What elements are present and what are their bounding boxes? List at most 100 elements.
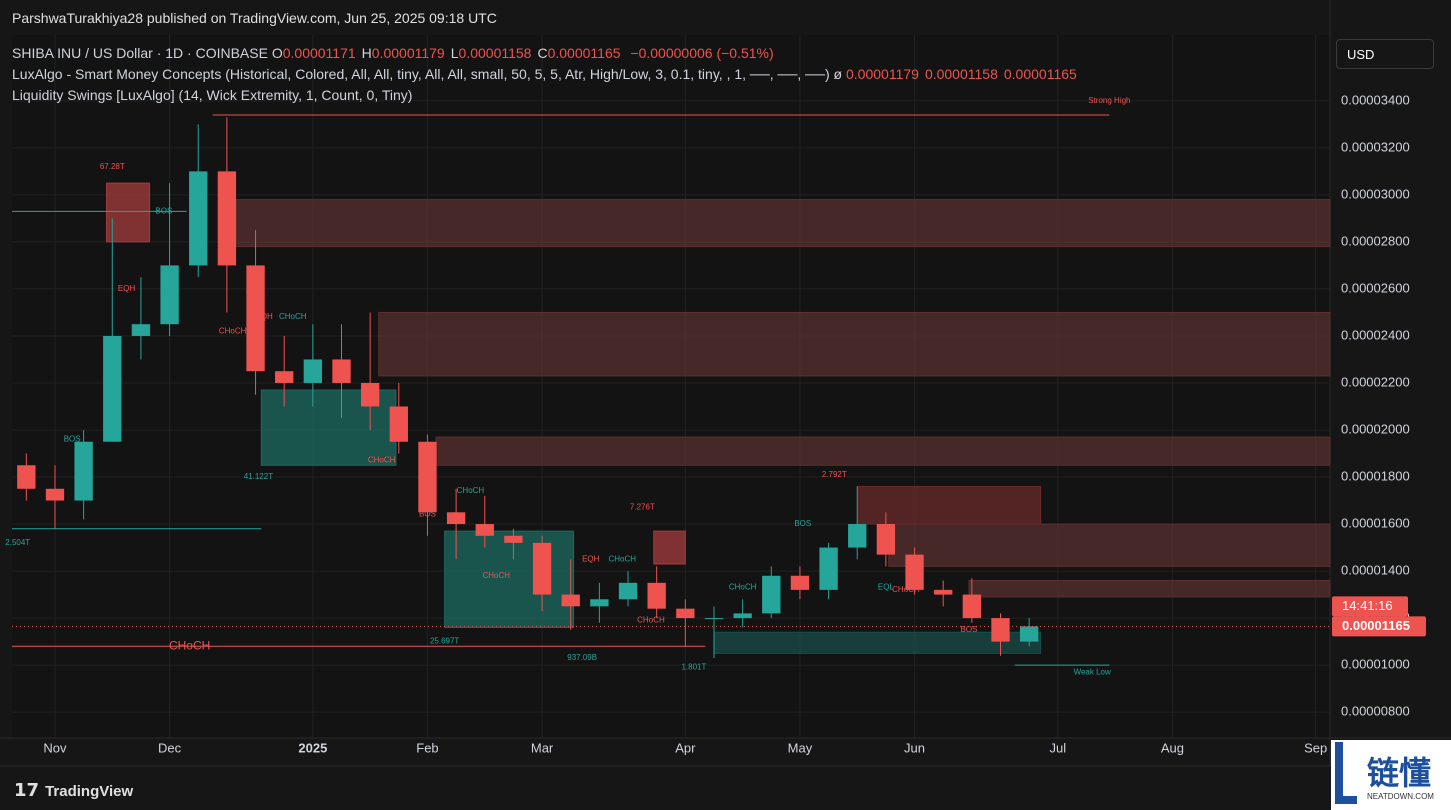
price-label: 0.00001165 [1342, 618, 1410, 633]
candle-body [704, 618, 724, 620]
x-tick-label: May [788, 740, 813, 755]
plot-area [12, 35, 1330, 738]
ohlc-value: 0.00001171 [282, 45, 356, 61]
annotation: CHoCH [457, 486, 485, 495]
candle-body [446, 512, 466, 525]
annotation: 1.801T [681, 663, 706, 672]
ohlc-value: 0.00001158 [458, 45, 532, 61]
watermark: 链懂 NEATDOWN.COM [1331, 740, 1451, 810]
publisher: ParshwaTurakhiya28 published on TradingV… [12, 10, 497, 26]
candle-body [131, 324, 151, 336]
annotation: 937.09B [567, 653, 597, 662]
candle-body [561, 594, 580, 607]
y-tick-label: 0.00003200 [1341, 139, 1410, 154]
logo [1335, 742, 1357, 804]
annotation: CHoCH [279, 312, 307, 321]
y-tick-label: 0.00003400 [1341, 92, 1410, 107]
candle-body [418, 441, 437, 513]
zone [106, 182, 151, 243]
annotation: 41.122T [244, 472, 273, 481]
y-tick-label: 0.00003000 [1341, 186, 1410, 201]
x-tick-label: 2025 [298, 740, 327, 755]
annotation: 67.28T [100, 162, 125, 171]
annotation: CHoCH [219, 326, 247, 335]
annotation: BOS [419, 510, 436, 519]
annotation: EQH [255, 312, 273, 321]
y-tick-label: 0.00000800 [1341, 704, 1410, 719]
y-tick-label: 0.00001800 [1341, 468, 1410, 483]
annotation: CHoCH [609, 554, 637, 563]
currency-button[interactable]: USD [1336, 39, 1434, 69]
y-tick-label: 0.00001000 [1341, 657, 1410, 672]
candle-body [848, 524, 867, 548]
y-tick-label: 0.00002800 [1341, 233, 1410, 248]
symbol: SHIBA INU / US Dollar · 1D · COINBASE [12, 45, 268, 61]
symbol: ø [833, 66, 843, 82]
candle-body [189, 171, 208, 266]
x-tick-label: Dec [158, 740, 182, 755]
ohlc-key: L [450, 45, 459, 61]
legend-line: LuxAlgo - Smart Money Concepts (Historic… [12, 66, 1083, 82]
brand-name: TradingView [45, 783, 134, 800]
zone [378, 311, 1331, 377]
x-tick-label: Nov [43, 740, 67, 755]
legend-line: SHIBA INU / US Dollar · 1D · COINBASE O0… [12, 45, 774, 61]
candle-body [45, 488, 65, 501]
annotation: Weak Low [1074, 667, 1111, 676]
annotation: 7.276T [630, 503, 655, 512]
watermark-sub: NEATDOWN.COM [1367, 792, 1434, 801]
zone [856, 485, 1042, 525]
price-box [1332, 616, 1426, 637]
annotation: BOS [64, 435, 81, 444]
annotation: CHoCH [169, 638, 210, 652]
x-tick-label: Apr [675, 740, 696, 755]
annotation: 2.504T [5, 538, 30, 547]
x-tick-label: Aug [1161, 740, 1184, 755]
candle-body [962, 594, 982, 619]
indicator-values: 0.00001179 0.00001158 0.00001165 [846, 66, 1083, 82]
countdown-box [1332, 596, 1408, 617]
countdown: 14:41:16 [1342, 598, 1393, 613]
candle-body [217, 171, 237, 266]
annotation: CHoCH [892, 585, 920, 594]
x-tick-label: Mar [531, 740, 554, 755]
candle-body [303, 359, 323, 383]
indicator-value: 0.00001165 [1003, 66, 1077, 82]
x-tick-label: Sep [1304, 740, 1327, 755]
brand: 𝟭𝟳 TradingView [14, 780, 134, 801]
candle-body [590, 599, 609, 607]
candle-body [819, 547, 838, 590]
candle-body [475, 524, 494, 536]
candle-body [762, 575, 781, 614]
candle-body [246, 265, 265, 372]
candle-body [876, 524, 896, 555]
annotation: EQH [118, 284, 136, 293]
x-tick-label: Jul [1049, 740, 1066, 755]
candle-body [389, 406, 408, 442]
candle-body [160, 265, 179, 325]
ohlc-value: 0.00001165 [547, 45, 621, 61]
annotation: CHoCH [729, 583, 757, 592]
candle-body [790, 575, 810, 590]
change: −0.00000006 (−0.51%) [630, 45, 774, 61]
annotation: CHoCH [368, 456, 396, 465]
candle-body [360, 382, 380, 407]
legend-line: Liquidity Swings [LuxAlgo] (14, Wick Ext… [12, 87, 413, 103]
candle-body [1019, 626, 1039, 642]
candle-body [905, 554, 924, 590]
x-tick-label: Jun [904, 740, 925, 755]
ohlc-key: O [271, 45, 283, 61]
candle-body [103, 335, 122, 442]
ohlc-value: 0.00001179 [371, 45, 445, 61]
candle-body [532, 542, 552, 595]
annotation: CHoCH [637, 616, 665, 625]
watermark-text: 链懂 [1367, 755, 1432, 791]
zone [888, 523, 1331, 567]
annotation: EQL [878, 583, 895, 592]
annotation: BOS [961, 625, 978, 634]
ohlc-key: H [361, 45, 372, 61]
indicator: LuxAlgo - Smart Money Concepts (Historic… [12, 66, 830, 82]
indicator-value: 0.00001179 [846, 66, 919, 82]
candle-body [733, 613, 752, 619]
zone [226, 199, 1331, 248]
